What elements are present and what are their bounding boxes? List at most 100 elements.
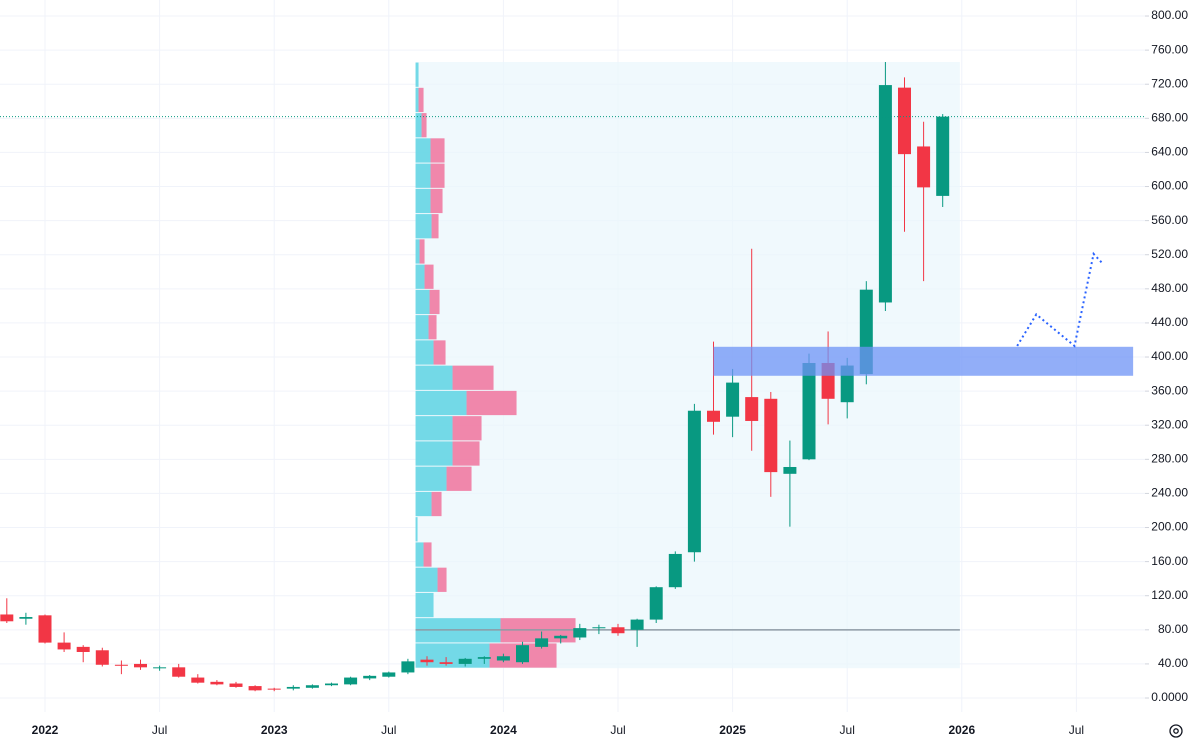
candle-body bbox=[38, 615, 52, 643]
profile-up bbox=[415, 517, 418, 542]
y-tick-label: 40.00 bbox=[1158, 656, 1188, 670]
candle-body bbox=[707, 410, 720, 422]
gear-outer bbox=[1169, 724, 1183, 738]
profile-down bbox=[419, 239, 425, 264]
y-tick-label: 600.00 bbox=[1151, 179, 1188, 193]
profile-down bbox=[430, 138, 445, 163]
y-tick-label: 80.00 bbox=[1158, 622, 1188, 636]
profile-up bbox=[415, 340, 434, 365]
candle-body bbox=[325, 683, 338, 686]
candle-body bbox=[344, 677, 358, 685]
candle-body bbox=[764, 398, 778, 473]
y-tick-label: 120.00 bbox=[1151, 588, 1188, 602]
candle-body bbox=[19, 617, 33, 619]
candle-body bbox=[649, 587, 663, 620]
profile-down bbox=[452, 365, 494, 390]
candle-body bbox=[726, 382, 740, 417]
candle-body bbox=[936, 116, 950, 196]
y-tick-label: 640.00 bbox=[1151, 145, 1188, 159]
profile-down bbox=[431, 214, 439, 239]
profile-up bbox=[415, 113, 422, 138]
candle-body bbox=[191, 677, 205, 683]
candle-body bbox=[267, 688, 281, 690]
candle-body bbox=[248, 686, 262, 691]
profile-down bbox=[446, 466, 472, 491]
profile-up bbox=[415, 239, 420, 264]
profile-down bbox=[428, 315, 437, 340]
candle-body bbox=[516, 645, 529, 663]
candle-body bbox=[95, 650, 109, 665]
candle-body bbox=[458, 658, 472, 664]
candle-body bbox=[592, 627, 606, 629]
profile-up bbox=[415, 138, 431, 163]
candle-body bbox=[439, 662, 453, 664]
candle-body bbox=[382, 672, 396, 677]
candle-body bbox=[917, 146, 931, 188]
candle-body bbox=[153, 667, 167, 669]
candle-body bbox=[134, 663, 147, 668]
profile-down bbox=[429, 289, 440, 315]
profile-up bbox=[415, 87, 419, 113]
profile-up bbox=[415, 542, 424, 567]
y-tick-label: 800.00 bbox=[1151, 8, 1188, 22]
y-tick-label: 0.0000 bbox=[1151, 690, 1188, 704]
profile-down bbox=[452, 416, 482, 441]
candle-body bbox=[898, 87, 911, 155]
y-tick-label: 520.00 bbox=[1151, 247, 1188, 261]
candle-body bbox=[496, 656, 510, 661]
profile-down bbox=[418, 87, 424, 113]
profile-down bbox=[466, 390, 517, 416]
x-tick-label: 2023 bbox=[261, 723, 288, 737]
candle-body bbox=[286, 686, 300, 689]
candle-body bbox=[687, 410, 701, 553]
candle-body bbox=[401, 661, 415, 673]
x-tick-label: Jul bbox=[610, 723, 625, 737]
settings-icon[interactable] bbox=[1169, 724, 1183, 738]
y-tick-label: 320.00 bbox=[1151, 417, 1188, 431]
y-tick-label: 240.00 bbox=[1151, 486, 1188, 500]
profile-up bbox=[415, 289, 430, 315]
y-tick-label: 280.00 bbox=[1151, 451, 1188, 465]
candle-body bbox=[57, 642, 71, 650]
candle-body bbox=[210, 681, 224, 685]
profile-up bbox=[415, 592, 434, 618]
profile-up bbox=[415, 315, 429, 340]
profile-up bbox=[415, 163, 431, 188]
x-tick-label: Jul bbox=[381, 723, 396, 737]
y-tick-label: 560.00 bbox=[1151, 213, 1188, 227]
y-tick-label: 360.00 bbox=[1151, 383, 1188, 397]
candle-body bbox=[172, 667, 186, 677]
x-tick-label: Jul bbox=[1069, 723, 1084, 737]
candle-body bbox=[630, 619, 644, 630]
y-tick-label: 200.00 bbox=[1151, 520, 1188, 534]
profile-up bbox=[415, 62, 419, 87]
profile-up bbox=[415, 491, 432, 517]
candle-body bbox=[668, 553, 682, 588]
profile-up bbox=[415, 416, 453, 441]
candle-body bbox=[535, 638, 549, 647]
candle-body bbox=[745, 397, 759, 421]
x-tick-label: Jul bbox=[152, 723, 167, 737]
zone bbox=[713, 346, 1134, 376]
candle-body bbox=[114, 664, 128, 666]
x-tick-label: Jul bbox=[840, 723, 855, 737]
axes: 0.0000 40.00 80.00 120.00 160.00 200.00 240.00… bbox=[32, 8, 1189, 737]
x-tick-label: 2026 bbox=[948, 723, 975, 737]
profile-up bbox=[415, 214, 432, 239]
candle-body bbox=[305, 685, 319, 688]
candle-body bbox=[229, 683, 243, 687]
profile-down bbox=[437, 567, 447, 592]
profile-up bbox=[415, 390, 467, 416]
profile-down bbox=[423, 542, 432, 567]
x-tick-label: 2022 bbox=[32, 723, 59, 737]
y-tick-label: 720.00 bbox=[1151, 76, 1188, 90]
candle-body bbox=[554, 635, 568, 639]
y-tick-label: 760.00 bbox=[1151, 42, 1188, 56]
profile-up bbox=[415, 466, 447, 491]
y-tick-label: 440.00 bbox=[1151, 315, 1188, 329]
profile-up bbox=[415, 567, 438, 592]
profile-down bbox=[430, 188, 443, 214]
candle-body bbox=[802, 362, 816, 460]
x-tick-label: 2024 bbox=[490, 723, 517, 737]
